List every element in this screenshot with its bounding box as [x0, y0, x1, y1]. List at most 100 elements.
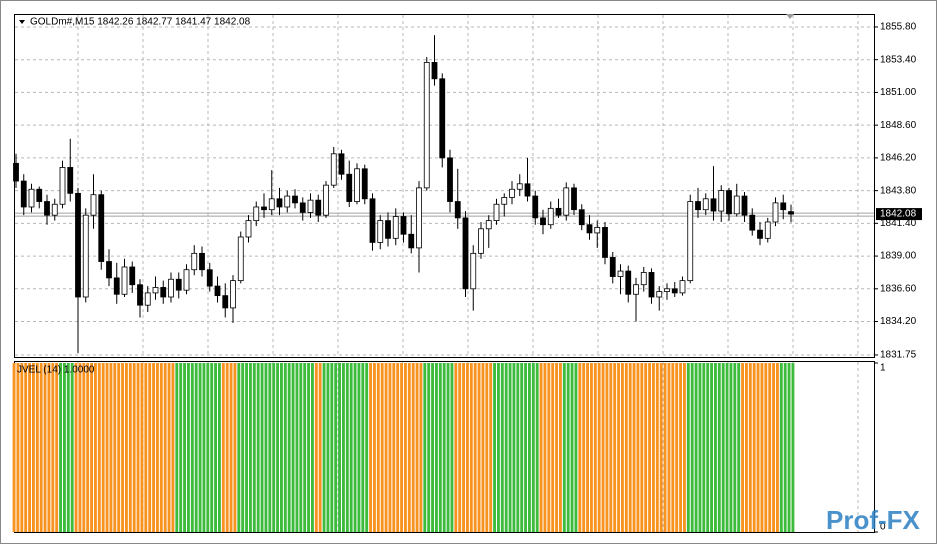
candle-body	[625, 270, 632, 295]
candle-body	[330, 153, 337, 186]
watermark: Prof-FX	[826, 505, 921, 535]
menu-arrow	[19, 20, 25, 24]
candle-body	[454, 201, 461, 219]
y-tick-label: 1836.60	[880, 283, 917, 294]
candle-body	[28, 188, 35, 208]
plot-layer: 1855.80 1853.40 1851.00 1848.60 1846.20 1843.…	[12, 22, 922, 533]
candle-body	[51, 203, 58, 216]
candle-body	[578, 209, 585, 226]
candle-body	[710, 198, 717, 212]
candle-body	[369, 198, 376, 243]
candle-body	[555, 207, 562, 216]
candle-body	[168, 278, 174, 298]
candle-body	[656, 291, 663, 298]
candle-body	[524, 183, 531, 197]
candle-body	[245, 220, 252, 238]
candle-body	[516, 183, 523, 190]
y-tick-label: 1839.00	[880, 251, 917, 262]
candle-body	[617, 270, 624, 277]
candle-body	[199, 252, 205, 271]
candle-body	[191, 252, 198, 271]
candle-body	[695, 201, 701, 211]
candle-body	[59, 167, 66, 205]
y-tick-label: 1834.20	[880, 316, 917, 327]
candle-body	[323, 184, 329, 216]
candle-body	[757, 229, 763, 239]
candle-body	[338, 153, 345, 175]
candle-body	[90, 194, 97, 216]
candle-body	[470, 252, 477, 290]
candle-body	[299, 202, 306, 213]
candle-body	[431, 62, 438, 80]
candle-body	[276, 198, 283, 208]
candle-body	[509, 188, 515, 198]
y-tick-label: 1851.00	[880, 87, 917, 98]
candle-body	[113, 277, 120, 295]
candle-body	[144, 292, 151, 306]
candle-body	[82, 214, 89, 298]
candle-body	[571, 187, 577, 211]
candle-body	[392, 216, 399, 239]
candle-body	[75, 192, 81, 298]
candle-body	[261, 206, 267, 211]
candle-body	[602, 227, 608, 258]
candle-body	[416, 187, 422, 249]
shift-marker	[786, 14, 794, 19]
candle-body	[462, 217, 469, 290]
candle-body	[67, 167, 74, 194]
candle-body	[106, 261, 112, 279]
candle-body	[346, 173, 353, 202]
candle-body	[741, 195, 748, 216]
candle-body	[679, 280, 686, 294]
candle-body	[788, 211, 794, 215]
symbol-header: GOLDm#,M15 1842.26 1842.77 1841.47 1842.…	[30, 17, 251, 28]
candle-body	[13, 162, 19, 182]
candle-body	[237, 236, 244, 282]
candle-body	[749, 214, 756, 231]
candle-body	[214, 285, 221, 297]
candle-body	[20, 180, 27, 208]
candle-body	[726, 190, 732, 215]
candle-body	[733, 195, 740, 215]
y-tick-label: 1831.75	[880, 350, 917, 361]
candle-body	[307, 199, 314, 213]
candle-body	[609, 257, 616, 277]
last-price-box	[876, 208, 922, 221]
candle-body	[315, 199, 322, 216]
candle-body	[648, 272, 655, 298]
y-tick-label: 1841.40	[880, 218, 917, 229]
y-tick-label: 1848.60	[880, 120, 917, 131]
candle-body	[586, 224, 593, 234]
y-tick-label: 1855.80	[880, 22, 917, 33]
candle-body	[501, 197, 508, 205]
candle-body	[547, 207, 554, 226]
candle-body	[268, 198, 275, 211]
indicator-title: JVEL (14) 1.0000	[17, 365, 95, 376]
candle-body	[36, 188, 43, 202]
candle-body	[594, 227, 601, 234]
candle-body	[400, 216, 407, 235]
candle-body	[137, 284, 143, 306]
main-pane	[14, 14, 875, 358]
candle-body	[292, 195, 298, 204]
candle-body	[206, 269, 213, 287]
y-tick-label: 0	[880, 522, 886, 533]
candle-body	[152, 287, 159, 294]
candle-body	[423, 62, 430, 189]
candle-body	[222, 295, 229, 309]
y-tick-label: 1846.20	[880, 153, 917, 164]
y-tick-label: 1853.40	[880, 54, 917, 65]
candle-body	[764, 221, 771, 239]
candle-body	[121, 266, 128, 295]
candle-body	[175, 278, 182, 291]
y-tick-label: 1	[880, 363, 886, 374]
candle-body	[385, 220, 391, 239]
candle-body	[439, 78, 446, 159]
candle-body	[354, 168, 360, 202]
candle-body	[718, 190, 725, 212]
candle-body	[447, 157, 453, 202]
candle-body	[230, 280, 236, 309]
candle-body	[640, 272, 647, 286]
candle-body	[129, 266, 136, 286]
candle-body	[284, 195, 291, 208]
